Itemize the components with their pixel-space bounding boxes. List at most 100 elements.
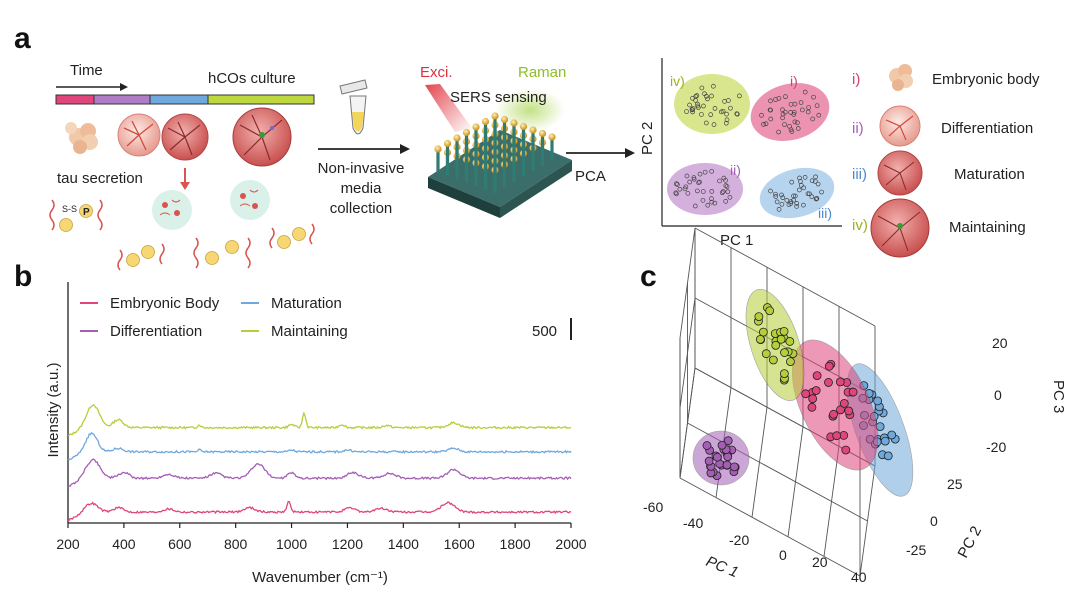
legend-b-label: Maintaining: [271, 323, 348, 340]
pca3d-point: [722, 460, 732, 470]
panel-a: a Time hCOs culture: [14, 22, 1040, 271]
pca3d-point: [832, 431, 842, 441]
mini-pca-point: [811, 94, 816, 100]
pca3d-grid-line: [679, 477, 861, 577]
organoid-maintaining: [232, 107, 292, 167]
mini-pca-point: [794, 204, 800, 209]
spectra-x-tick-label: 800: [224, 536, 248, 552]
mini-pca-point: [673, 190, 679, 196]
pca3d-point: [702, 441, 712, 450]
mini-pca-point: [798, 179, 803, 184]
sers-substrate: [428, 112, 572, 218]
mini-pca-point: [687, 102, 692, 108]
mini-pca-point: [782, 122, 787, 127]
gold-nanoparticle: [462, 128, 471, 137]
mini-pca-point: [776, 206, 782, 212]
pca3d-point: [835, 377, 845, 387]
organoid-embryonic-body: [65, 122, 98, 154]
gold-nanoparticle: [510, 119, 518, 127]
legend-maintaining-icon: [870, 198, 930, 258]
mini-pca-point: [709, 168, 715, 174]
pca3d-point: [844, 406, 854, 416]
pca3d-point: [812, 371, 822, 381]
pipette-tube-icon: [339, 79, 368, 135]
mini-pca-point: [685, 190, 691, 196]
tau-down-arrow-head: [180, 182, 190, 190]
mini-pca-point: [701, 103, 706, 109]
mini-pca-point: [805, 109, 811, 115]
mini-pca-point: [780, 115, 785, 121]
gold-nanoparticle: [529, 126, 537, 134]
mini-pca-point: [776, 129, 781, 135]
mini-pca-point: [684, 173, 690, 179]
mini-pca-point: [737, 93, 742, 99]
mini-pca-point: [779, 201, 785, 207]
pca3d-point: [717, 440, 727, 450]
mini-pca-points: [673, 83, 824, 212]
stage-timeline: [55, 94, 315, 105]
mini-pca-point: [724, 117, 730, 123]
mini-pca-point: [768, 188, 773, 194]
pca3d-point: [723, 452, 733, 462]
panel-b-letter: b: [14, 260, 32, 293]
mini-pca-point: [718, 109, 724, 115]
mini-label-iv: iv): [670, 73, 685, 89]
pca3d-point: [771, 340, 781, 350]
pca3d-zlabel: PC 3: [1050, 380, 1067, 413]
pca3d-point: [768, 355, 778, 365]
tau-media-dish-1: [152, 190, 192, 230]
spectra-x-tick-label: 1200: [332, 536, 363, 552]
panel-a-letter: a: [14, 22, 31, 55]
mini-pca-point: [687, 179, 693, 185]
mini-pca-point: [768, 98, 773, 104]
exci-label: Exci.: [420, 64, 453, 81]
mini-pca-point: [694, 188, 700, 194]
mini-pca-point: [709, 93, 714, 99]
mini-pca-point: [809, 178, 815, 184]
pca3d-point: [765, 306, 775, 316]
gold-nanoparticle: [491, 112, 499, 120]
pca3d-point: [801, 389, 811, 399]
collection-line-3: collection: [330, 200, 393, 217]
mini-pca-point: [810, 116, 816, 122]
mini-pca-point: [702, 91, 707, 97]
mini-pca-point: [697, 171, 703, 177]
tau-secretion-label: tau secretion: [57, 170, 143, 187]
mini-pca-point: [814, 103, 820, 109]
pca3d-point: [754, 312, 764, 322]
pca3d-tick-label: 20: [992, 335, 1008, 351]
mini-pca-point: [690, 109, 695, 115]
legend-maturation-icon: [877, 150, 923, 196]
mini-pca-point: [759, 112, 764, 118]
spectra-legend: Embryonic Body Maturation Differentiation M…: [80, 295, 348, 340]
excitation-beam: [425, 84, 472, 132]
mini-pca-xlabel: PC 1: [720, 232, 753, 249]
mini-pca-point: [809, 194, 815, 200]
spectrum-embryonic-body: [67, 500, 572, 522]
mini-pca-point: [720, 189, 726, 194]
tau-cluster-1: S-S P: [49, 199, 103, 232]
mini-pca-point: [763, 121, 769, 127]
spectra-x-tick-label: 1400: [388, 536, 419, 552]
mini-pca-point: [815, 181, 821, 187]
pca3d-tick-label: 40: [851, 569, 867, 585]
mini-pca-ylabel: PC 2: [639, 122, 656, 155]
pca3d-ellipse-embryonic-body: [791, 339, 879, 471]
gold-nanoparticle: [538, 129, 547, 138]
legend-a-label-4: Maintaining: [949, 219, 1026, 236]
mini-pca-point: [796, 187, 802, 193]
mini-pca-point: [768, 116, 774, 122]
timeline-embryonic: [55, 94, 95, 105]
spectrum-maintaining: [67, 403, 572, 437]
pca3d-point: [841, 445, 851, 455]
mini-pca-point: [761, 121, 766, 127]
mini-pca-point: [798, 100, 804, 105]
collection-line-2: media: [341, 180, 383, 197]
organoid-differentiation: [117, 113, 161, 157]
pca3d-xlabel: PC 1: [704, 553, 741, 581]
spectra-x-ticks: 200 400 600 800 1000 1200 1400 1600 1800 2000: [56, 523, 587, 552]
mini-pca-point: [712, 200, 718, 206]
pca3d-point: [712, 452, 722, 462]
mini-pca-point: [767, 107, 773, 113]
spectra-x-tick-label: 1800: [500, 536, 531, 552]
